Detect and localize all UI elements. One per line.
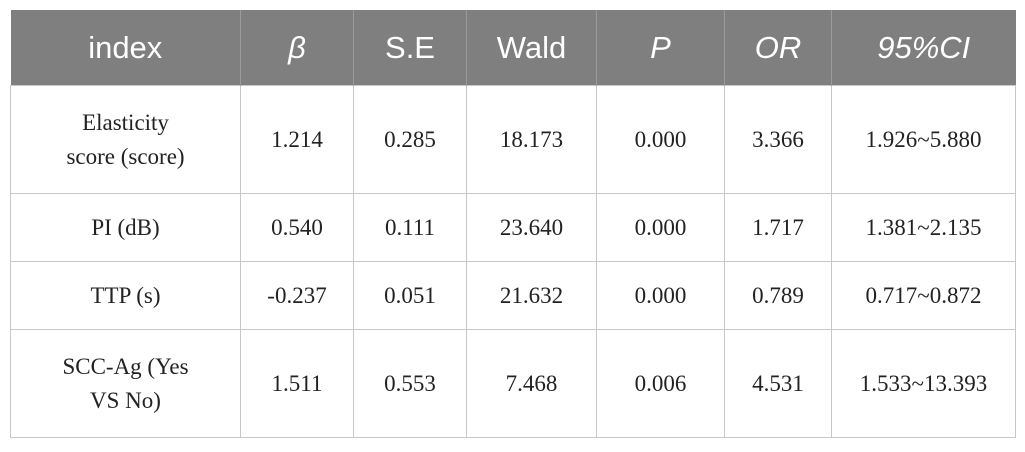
cell-p: 0.006 bbox=[596, 329, 725, 438]
cell-wald: 18.173 bbox=[466, 85, 597, 194]
cell-or: 1.717 bbox=[724, 193, 832, 262]
cell-beta: 0.540 bbox=[240, 193, 354, 262]
cell-ci: 0.717~0.872 bbox=[831, 261, 1016, 330]
cell-beta: -0.237 bbox=[240, 261, 354, 330]
row-label: Elasticity score (score) bbox=[10, 85, 241, 194]
cell-se: 0.051 bbox=[353, 261, 467, 330]
header-se: S.E bbox=[353, 10, 467, 86]
cell-or: 3.366 bbox=[724, 85, 832, 194]
header-ci: 95%CI bbox=[831, 10, 1016, 86]
row-label: TTP (s) bbox=[10, 261, 241, 330]
cell-se: 0.111 bbox=[353, 193, 467, 262]
cell-ci: 1.381~2.135 bbox=[831, 193, 1016, 262]
cell-beta: 1.511 bbox=[240, 329, 354, 438]
cell-ci: 1.926~5.880 bbox=[831, 85, 1016, 194]
cell-wald: 7.468 bbox=[466, 329, 597, 438]
cell-p: 0.000 bbox=[596, 193, 725, 262]
cell-or: 0.789 bbox=[724, 261, 832, 330]
row-label: SCC-Ag (Yes VS No) bbox=[10, 329, 241, 438]
header-wald: Wald bbox=[466, 10, 597, 86]
row-label: PI (dB) bbox=[10, 193, 241, 262]
cell-se: 0.285 bbox=[353, 85, 467, 194]
header-row: index β S.E Wald P OR 95%CI bbox=[10, 10, 1016, 86]
header-index: index bbox=[10, 10, 241, 86]
header-p: P bbox=[596, 10, 725, 86]
cell-wald: 23.640 bbox=[466, 193, 597, 262]
table-row: Elasticity score (score) 1.214 0.285 18.… bbox=[10, 85, 1016, 194]
cell-p: 0.000 bbox=[596, 85, 725, 194]
cell-ci: 1.533~13.393 bbox=[831, 329, 1016, 438]
header-beta: β bbox=[240, 10, 354, 86]
cell-p: 0.000 bbox=[596, 261, 725, 330]
table-row: TTP (s) -0.237 0.051 21.632 0.000 0.789 … bbox=[10, 261, 1016, 330]
header-or: OR bbox=[724, 10, 832, 86]
cell-or: 4.531 bbox=[724, 329, 832, 438]
cell-wald: 21.632 bbox=[466, 261, 597, 330]
table-row: PI (dB) 0.540 0.111 23.640 0.000 1.717 1… bbox=[10, 193, 1016, 262]
cell-beta: 1.214 bbox=[240, 85, 354, 194]
table-row: SCC-Ag (Yes VS No) 1.511 0.553 7.468 0.0… bbox=[10, 329, 1016, 438]
cell-se: 0.553 bbox=[353, 329, 467, 438]
regression-table: index β S.E Wald P OR 95%CI Elasticity s… bbox=[10, 10, 1016, 438]
